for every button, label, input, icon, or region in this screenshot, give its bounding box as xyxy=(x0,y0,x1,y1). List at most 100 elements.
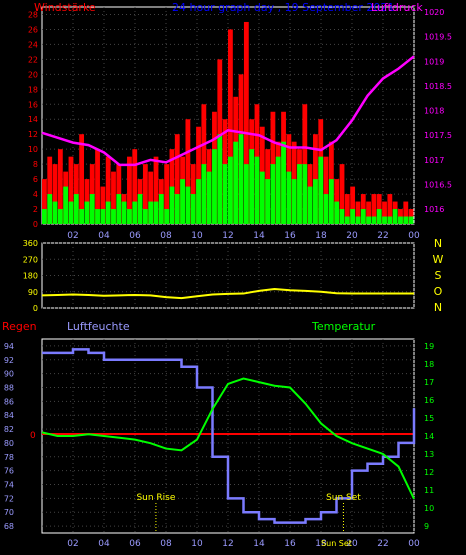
gust-bar xyxy=(249,149,255,224)
compass-label: S xyxy=(435,269,442,282)
gust-bar xyxy=(376,209,382,224)
wind-bar xyxy=(243,21,249,225)
gust-bar xyxy=(355,216,361,224)
gust-bar xyxy=(328,179,334,224)
wind-bar xyxy=(127,156,132,224)
gust-bar xyxy=(121,201,127,224)
gust-bar xyxy=(307,186,313,224)
direction-degree-label: 0 xyxy=(33,304,38,313)
humidity-x-axis-labels: 02 04 06 08 10 12 14 16 18 20 22 00 xyxy=(67,539,420,549)
wind-bar xyxy=(148,171,154,224)
x-tick-label: 14 xyxy=(253,231,265,241)
x-tick-label: 10 xyxy=(191,539,203,549)
gust-bar xyxy=(318,156,324,224)
gust-bar xyxy=(95,209,100,224)
sun-set-bottom-label: Sun Set xyxy=(321,539,352,548)
gust-bar xyxy=(63,186,69,224)
direction-degree-label: 90 xyxy=(28,288,38,297)
gust-bar xyxy=(57,209,63,224)
wind-bar xyxy=(228,29,233,225)
gust-bar xyxy=(313,179,318,224)
pressure-tick-label: 1017.5 xyxy=(424,131,452,140)
wind-direction-degree-labels: 0 90 180 270 360 xyxy=(23,239,38,313)
wind-tick-label: 28 xyxy=(28,10,38,19)
x-tick-label: 12 xyxy=(222,539,233,549)
wind-tick-label: 20 xyxy=(28,70,38,79)
gust-bar xyxy=(339,209,345,224)
gust-bars xyxy=(42,134,414,224)
compass-label: N xyxy=(434,237,442,250)
gust-bar xyxy=(105,201,111,224)
wind-tick-label: 22 xyxy=(28,55,38,64)
gust-bar xyxy=(153,201,159,224)
temperature-tick-label: 11 xyxy=(424,486,434,495)
wind-tick-label: 6 xyxy=(33,175,38,184)
sun-rise-label: Sun Rise xyxy=(136,493,175,503)
pressure-title: Luftdruck xyxy=(371,1,423,14)
wind-bar xyxy=(174,134,180,224)
gust-bar xyxy=(174,194,180,224)
wind-bar xyxy=(52,164,58,224)
humidity-tick-label: 68 xyxy=(4,522,14,531)
wind-x-axis-labels: 02 04 06 08 10 12 14 16 18 20 22 00 xyxy=(67,231,420,241)
gust-bar xyxy=(164,209,170,224)
x-tick-label: 06 xyxy=(129,539,141,549)
wind-tick-label: 16 xyxy=(28,100,38,109)
humidity-tick-label: 74 xyxy=(4,481,14,490)
gust-bar xyxy=(403,216,409,224)
wind-bar xyxy=(350,186,356,224)
wind-bar xyxy=(387,194,393,224)
x-tick-label: 10 xyxy=(191,231,203,241)
gust-bar xyxy=(137,194,143,224)
sun-annotations: Sun Rise Sun Set Sun Set xyxy=(136,493,361,548)
direction-degree-label: 180 xyxy=(23,272,38,281)
humidity-title: Luftfeuchte xyxy=(67,320,130,333)
temperature-tick-label: 17 xyxy=(424,378,434,387)
x-tick-label: 18 xyxy=(315,539,327,549)
humidity-tick-label: 94 xyxy=(4,342,14,351)
wind-bar xyxy=(111,171,116,224)
humidity-tick-label: 90 xyxy=(4,370,14,379)
wind-bar xyxy=(196,126,201,224)
wind-bar xyxy=(344,194,350,224)
x-tick-label: 14 xyxy=(253,539,265,549)
chart-date-title: 24 hour graph day , 19 September 2021 xyxy=(172,1,394,14)
humidity-tick-label: 76 xyxy=(4,467,14,476)
pressure-tick-label: 1019 xyxy=(424,57,444,66)
pressure-tick-label: 1018 xyxy=(424,107,444,116)
gust-bar xyxy=(350,209,356,224)
compass-label: O xyxy=(434,285,443,298)
gust-bar xyxy=(275,156,281,224)
wind-tick-label: 8 xyxy=(33,160,38,169)
wind-bar xyxy=(79,134,85,224)
wind-bar xyxy=(42,179,47,224)
humidity-tick-label: 70 xyxy=(4,508,14,517)
x-tick-label: 16 xyxy=(284,539,296,549)
compass-label: W xyxy=(433,253,444,266)
gust-bar xyxy=(222,164,228,224)
wind-direction-line xyxy=(41,288,414,300)
gust-bar xyxy=(323,194,329,224)
humidity-axis-labels: 68 70 72 74 76 78 80 82 84 86 88 90 92 94 xyxy=(4,342,14,531)
wind-bar xyxy=(68,156,74,224)
x-tick-label: 08 xyxy=(160,231,172,241)
temperature-tick-label: 12 xyxy=(424,468,434,477)
wind-bar xyxy=(105,156,111,224)
gust-bar xyxy=(68,201,74,224)
sun-set-label: Sun Set xyxy=(326,493,361,503)
rain-title: Regen xyxy=(2,320,37,333)
gust-bar xyxy=(228,156,233,224)
gust-bar xyxy=(116,194,122,224)
gust-bar xyxy=(302,164,308,224)
wind-bar xyxy=(185,119,191,224)
gust-bar xyxy=(254,156,260,224)
wind-tick-label: 14 xyxy=(28,115,38,124)
wind-bar xyxy=(132,149,138,224)
gust-bar xyxy=(286,171,292,224)
gust-bar xyxy=(100,209,106,224)
gust-bar xyxy=(42,209,47,224)
humidity-line xyxy=(42,348,416,524)
gust-bar xyxy=(382,216,387,224)
